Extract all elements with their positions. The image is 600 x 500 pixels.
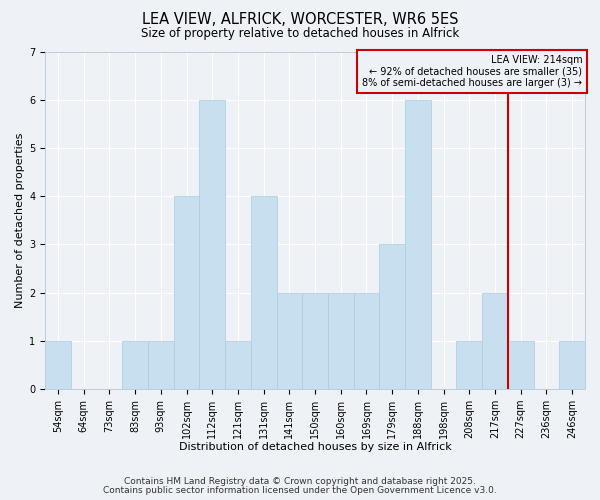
Bar	[225, 341, 251, 389]
Bar	[302, 292, 328, 389]
Bar	[482, 292, 508, 389]
Bar	[199, 100, 225, 389]
Bar	[559, 341, 585, 389]
X-axis label: Distribution of detached houses by size in Alfrick: Distribution of detached houses by size …	[179, 442, 451, 452]
Bar	[405, 100, 431, 389]
Text: Size of property relative to detached houses in Alfrick: Size of property relative to detached ho…	[141, 28, 459, 40]
Bar	[277, 292, 302, 389]
Text: LEA VIEW, ALFRICK, WORCESTER, WR6 5ES: LEA VIEW, ALFRICK, WORCESTER, WR6 5ES	[142, 12, 458, 28]
Text: Contains HM Land Registry data © Crown copyright and database right 2025.: Contains HM Land Registry data © Crown c…	[124, 477, 476, 486]
Text: LEA VIEW: 214sqm
← 92% of detached houses are smaller (35)
8% of semi-detached h: LEA VIEW: 214sqm ← 92% of detached house…	[362, 55, 583, 88]
Bar	[251, 196, 277, 389]
Bar	[457, 341, 482, 389]
Bar	[379, 244, 405, 389]
Bar	[122, 341, 148, 389]
Bar	[328, 292, 353, 389]
Text: Contains public sector information licensed under the Open Government Licence v3: Contains public sector information licen…	[103, 486, 497, 495]
Y-axis label: Number of detached properties: Number of detached properties	[15, 132, 25, 308]
Bar	[508, 341, 533, 389]
Bar	[148, 341, 173, 389]
Bar	[173, 196, 199, 389]
Bar	[353, 292, 379, 389]
Bar	[45, 341, 71, 389]
